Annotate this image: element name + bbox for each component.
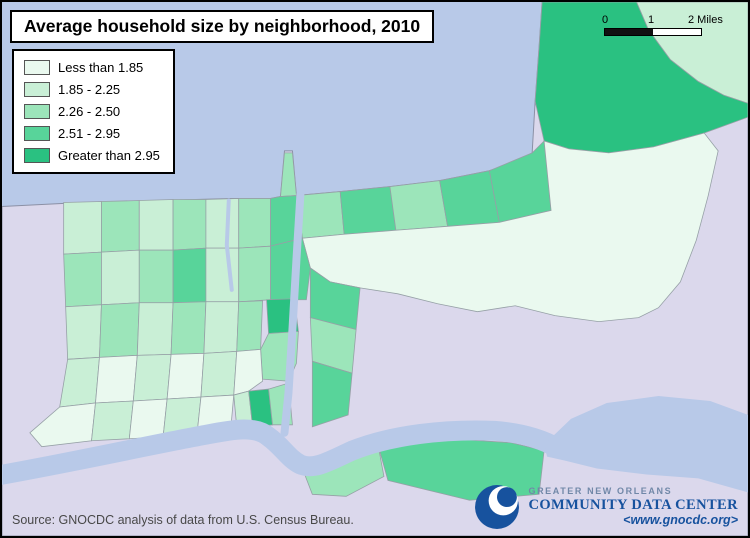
legend: Less than 1.85 1.85 - 2.25 2.26 - 2.50 2.51… [12,49,175,174]
legend-label: 1.85 - 2.25 [58,82,121,97]
scale-bar-white-segment [653,29,701,35]
map-region [270,237,311,301]
logo-org-line1: GREATER NEW ORLEANS [528,486,673,497]
legend-item: Greater than 2.95 [24,148,160,163]
bayou-st-john [224,198,234,292]
map-region [203,301,240,354]
map-region [29,402,96,448]
legend-swatch [24,148,50,163]
legend-swatch [24,60,50,75]
scale-bar-black-segment [605,29,653,35]
source-note: Source: GNOCDC analysis of data from U.S… [12,513,354,527]
logo-text: GREATER NEW ORLEANS COMMUNITY DATA CENTE… [528,486,738,527]
map-region [170,301,207,355]
river-wide-bend [544,396,748,493]
logo-url: <www.gnocdc.org> [623,513,738,528]
map-region [200,350,238,398]
map-region [132,353,172,402]
map-region [63,201,102,255]
map-title: Average household size by neighborhood, … [10,10,435,43]
mississippi-river [2,419,567,485]
map-region [339,186,397,235]
legend-item: 2.26 - 2.50 [24,104,160,119]
logo-org-line2: COMMUNITY DATA CENTER [528,496,738,513]
map-region [172,247,207,304]
map-region [389,180,449,231]
legend-label: 2.51 - 2.95 [58,126,121,141]
map-region [91,400,134,442]
map-region [138,199,174,251]
legend-swatch [24,104,50,119]
legend-item: Less than 1.85 [24,60,160,75]
map-region [65,304,102,360]
scale-bar-graphic [604,28,702,36]
scale-label-two-miles: 2 Miles [688,14,723,26]
gnocdc-logo: GREATER NEW ORLEANS COMMUNITY DATA CENTE… [474,484,738,530]
map-region [309,267,361,331]
map-region [99,302,140,358]
legend-swatch [24,82,50,97]
map-region [172,199,207,251]
legend-item: 1.85 - 2.25 [24,82,160,97]
map-region [136,302,174,356]
map-region [236,300,264,352]
map-region [238,245,271,303]
map-region [439,170,500,227]
map-region [301,132,719,323]
map-region [101,200,140,253]
scale-bar: 0 1 2 Miles [602,14,734,41]
legend-label: 2.26 - 2.50 [58,104,121,119]
legend-label: Greater than 2.95 [58,148,160,163]
crescent-moon-icon [475,485,520,529]
scale-label-one: 1 [648,14,655,26]
map-region [95,354,138,404]
legend-item: 2.51 - 2.95 [24,126,160,141]
map-region [128,398,168,440]
map-region [138,249,174,304]
industrial-canal [280,190,305,437]
neighborhood-regions [29,2,748,501]
map-region [205,198,240,249]
map-region [101,249,140,306]
map-region [205,247,240,303]
legend-swatch [24,126,50,141]
map-region [63,251,102,308]
map-region [238,198,271,249]
scale-label-zero: 0 [602,14,609,26]
map-region [311,360,353,428]
map-region [166,352,205,400]
legend-label: Less than 1.85 [58,60,144,75]
